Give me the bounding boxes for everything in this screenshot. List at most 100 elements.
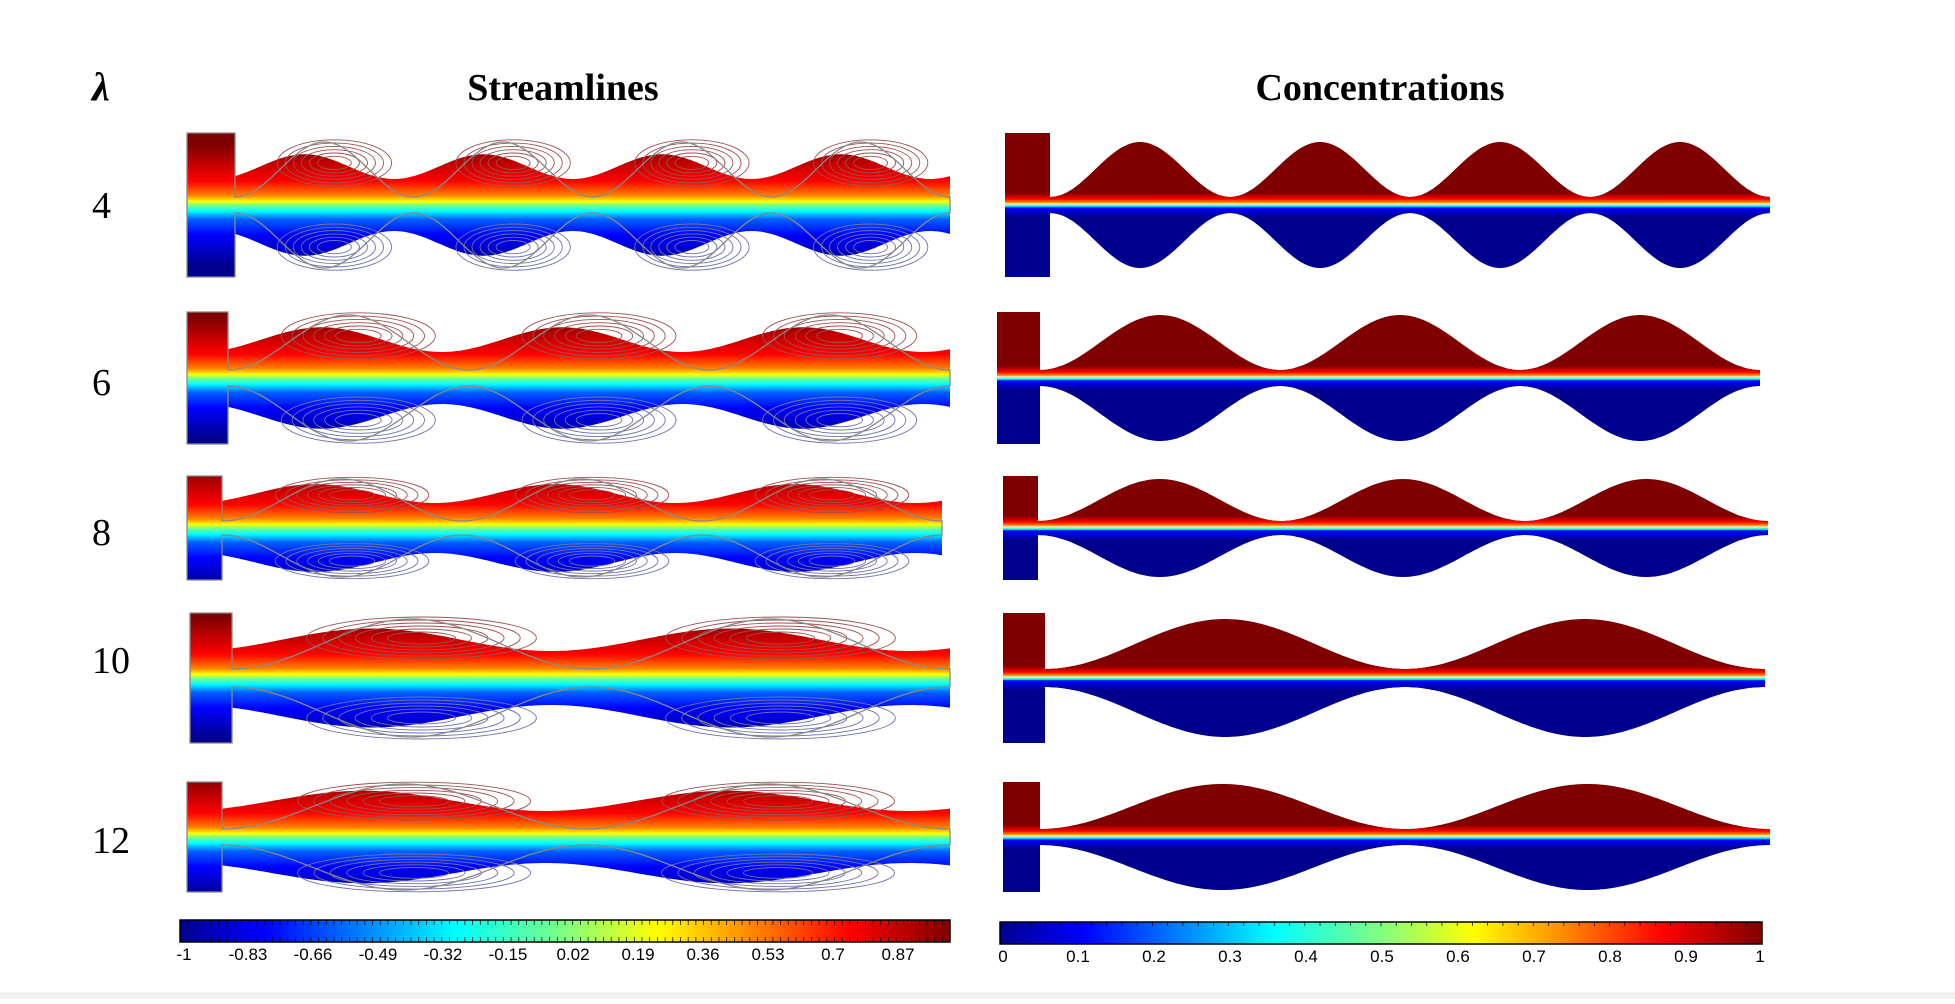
vortex-streamline-top [568, 489, 616, 501]
streamlines-panel-6 [186, 311, 951, 445]
vortex-streamline-top [729, 628, 832, 648]
vortex-streamline-top [776, 481, 888, 509]
vortex-streamline-bottom [329, 858, 499, 887]
vortex-streamline-top [575, 328, 623, 343]
concentration-field [1003, 782, 1770, 892]
concentration-mixing-layer [1003, 516, 1768, 540]
vortex-streamline-top [742, 795, 814, 807]
vortex-streamline-bottom [564, 409, 634, 431]
streamlines-colorbar-labels: -1 -0.83 -0.66 -0.49 -0.32 -0.15 0.02 0.… [176, 945, 914, 964]
vortex-streamline-bottom [745, 711, 816, 725]
vortex-streamline-bottom [674, 240, 710, 255]
vortex-streamline-bottom [729, 708, 832, 728]
concentrations-panel-10 [1003, 613, 1765, 743]
streamlines-channel-wall [189, 612, 951, 744]
panel-row-6 [186, 311, 1760, 445]
vortex-streamline-top [666, 152, 718, 174]
streamlines-panel-10 [189, 612, 951, 744]
streamlines-tick-label: 0.36 [686, 945, 719, 964]
vortex-streamline-top [829, 145, 913, 180]
vortex-streamline-bottom [313, 406, 404, 434]
concentrations-panel-12 [1003, 782, 1770, 892]
vortex-streamline-bottom [812, 223, 929, 271]
streamlines-tick-label: 0.53 [751, 945, 784, 964]
streamlines-tick-label: -0.49 [359, 945, 398, 964]
concentrations-colorbar-ticks [999, 922, 1763, 926]
vortex-streamline-bottom [276, 223, 393, 271]
concentrations-tick-label: 0.7 [1522, 947, 1546, 966]
concentrations-tick-label: 0.6 [1446, 947, 1470, 966]
vortex-streamline-top [543, 318, 655, 353]
vortex-streamline-top [634, 139, 750, 187]
vortex-streamline-bottom [308, 236, 360, 258]
vortex-streamline-top [297, 781, 531, 821]
vortex-streamline-bottom [762, 396, 918, 444]
vortex-streamline-top [797, 486, 867, 503]
vortex-streamline-top [745, 631, 816, 645]
vortex-streamline-bottom [754, 542, 910, 580]
streamlines-tick-label: -0.66 [294, 945, 333, 964]
panel-row-10 [189, 612, 1765, 744]
vortex-streamline-bottom [693, 858, 863, 887]
streamlines-header: Streamlines [467, 67, 658, 109]
vortex-streamline-top [338, 622, 505, 654]
vortex-streamline-bottom [362, 864, 466, 882]
lambda-label-12: 12 [92, 820, 130, 862]
vortex-streamline-bottom [776, 547, 888, 575]
vortex-streamline-top [726, 792, 830, 810]
vortex-streamline-top [335, 328, 382, 343]
lambda-label-8: 8 [92, 512, 111, 554]
streamlines-colorbar-ticks [179, 920, 951, 942]
concentration-field [1003, 613, 1765, 743]
vortex-streamline-bottom [816, 413, 863, 428]
vortex-streamline-bottom [665, 696, 896, 740]
vortex-streamline-bottom [338, 702, 505, 734]
streamlines-panel-4 [186, 132, 951, 278]
streamlines-panel-12 [186, 781, 951, 893]
streamlines-tick-label: 0.19 [621, 945, 654, 964]
vortex-streamline-top [564, 325, 634, 347]
vortex-streamline-top [479, 149, 547, 177]
vortex-streamline-bottom [297, 853, 531, 893]
vortex-streamline-top [302, 318, 415, 353]
vortex-streamline-bottom [547, 550, 637, 572]
vortex-streamline-bottom [666, 236, 718, 258]
concentrations-tick-label: 0 [998, 947, 1007, 966]
vortex-streamline-top [661, 781, 895, 821]
panel-row-8 [186, 475, 1768, 581]
vortex-streamline-top [324, 325, 393, 347]
vortex-streamline-top [812, 139, 929, 187]
vortex-streamline-bottom [853, 240, 889, 255]
vortex-streamline-bottom [316, 240, 352, 255]
vortex-streamline-top [370, 628, 473, 648]
vortex-streamline-top [495, 155, 531, 170]
vortex-streamline-top [754, 476, 910, 514]
vortex-streamline-bottom [650, 230, 734, 265]
vortex-streamline-bottom [787, 550, 877, 572]
vortex-streamline-top [276, 139, 393, 187]
streamlines-core-flow [190, 613, 950, 743]
vortex-streamline-bottom [495, 240, 531, 255]
concentrations-tick-label: 0.8 [1598, 947, 1622, 966]
vortex-streamline-bottom [829, 230, 913, 265]
vortex-streamline-top [514, 476, 670, 514]
concentrations-colorbar-labels: 0 0.1 0.2 0.3 0.4 0.5 0.6 0.7 0.8 0.9 1 [998, 947, 1764, 966]
vortex-streamline-top [794, 322, 885, 350]
concentration-mixing-layer [1003, 825, 1770, 849]
lambda-label-4: 4 [92, 185, 111, 227]
concentrations-header: Concentrations [1255, 67, 1504, 109]
streamlines-core-flow [187, 133, 950, 277]
vortex-streamline-top [328, 489, 376, 501]
vortex-streamline-bottom [805, 409, 874, 431]
vortex-streamline-top [307, 484, 397, 506]
vortex-streamline-top [845, 152, 897, 174]
concentrations-tick-label: 0.1 [1066, 947, 1090, 966]
concentrations-panel-6 [997, 312, 1760, 444]
vortex-streamline-bottom [797, 553, 867, 570]
streamlines-channel-wall [186, 475, 943, 581]
concentrations-panel-4 [1005, 133, 1770, 277]
vortex-streamline-bottom [274, 542, 430, 580]
vortex-streamline-bottom [307, 550, 397, 572]
vortex-streamline-bottom [328, 555, 376, 567]
vortex-streamline-top [378, 795, 450, 807]
